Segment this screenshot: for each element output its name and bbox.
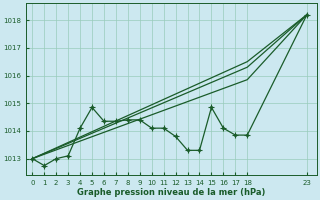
X-axis label: Graphe pression niveau de la mer (hPa): Graphe pression niveau de la mer (hPa) bbox=[77, 188, 266, 197]
